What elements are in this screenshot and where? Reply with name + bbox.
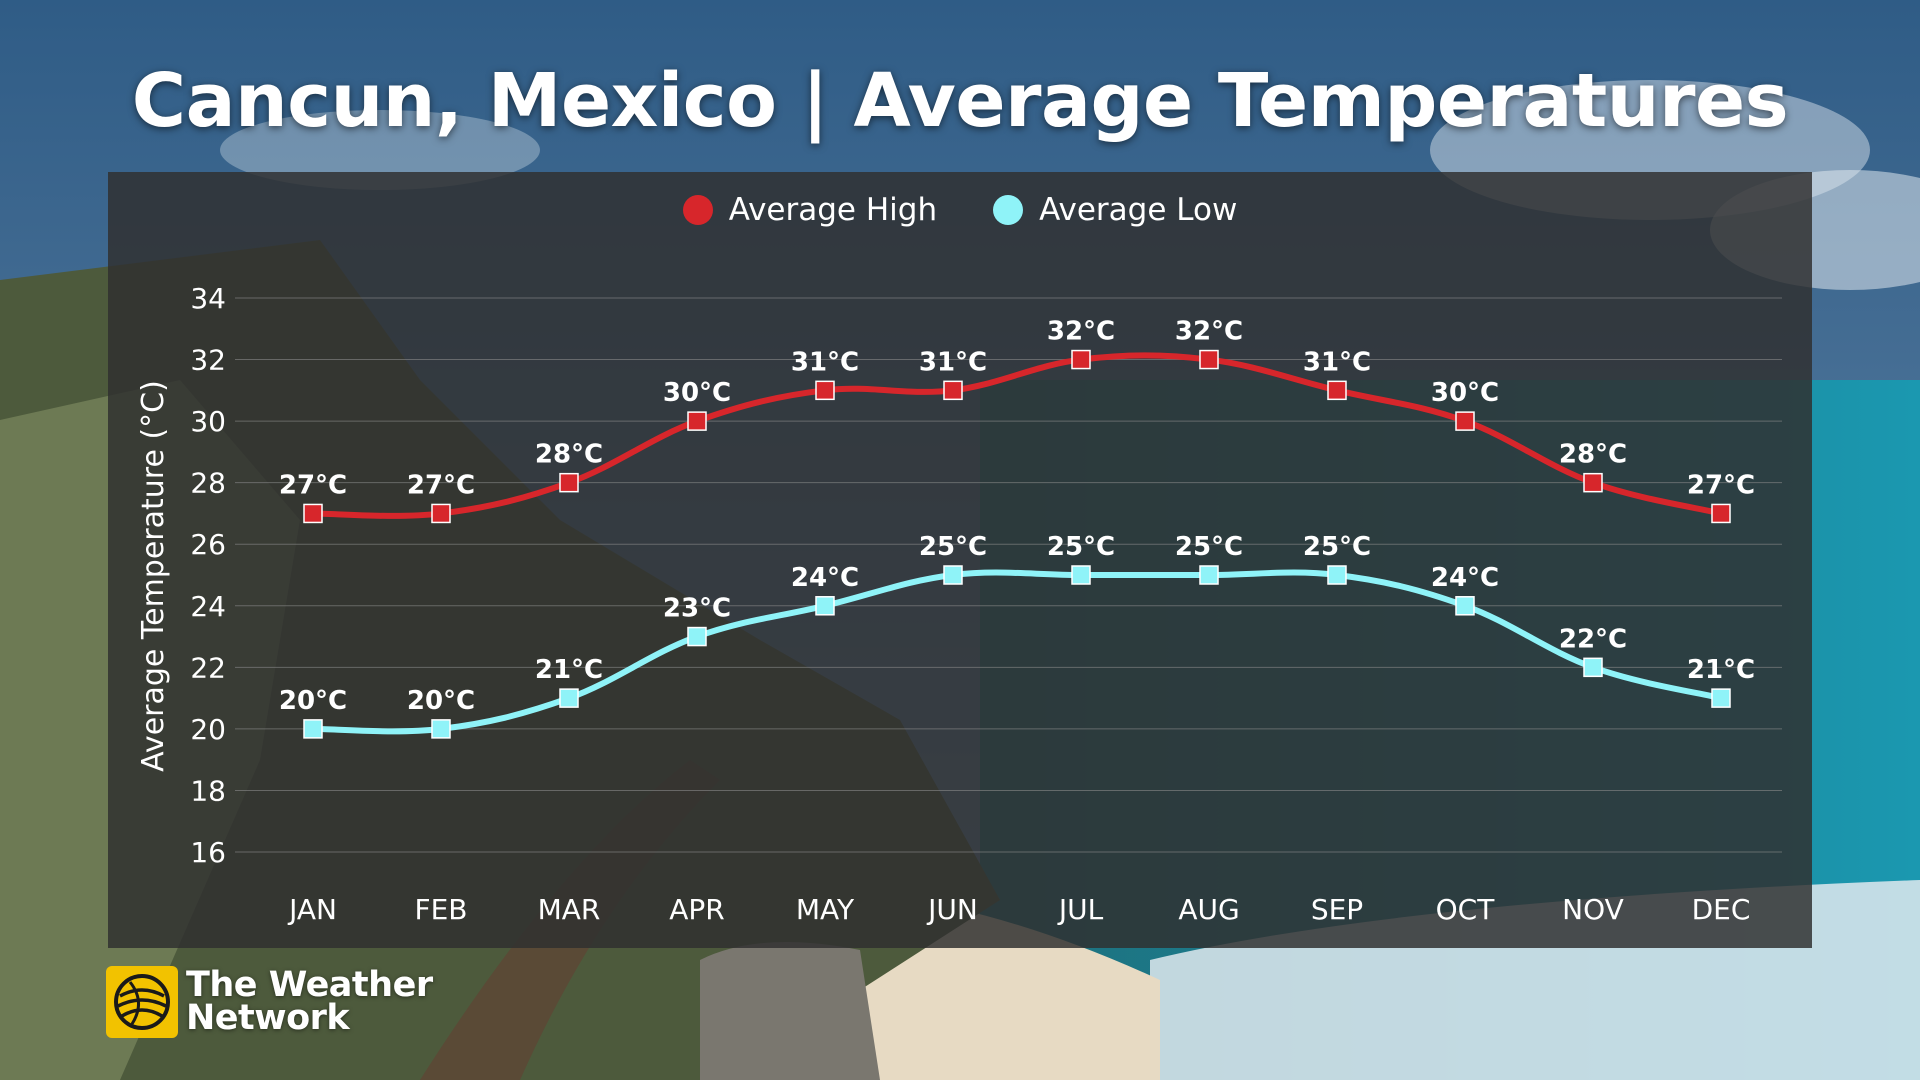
- brand-name: The Weather Network: [186, 965, 433, 1038]
- data-point-high: [1583, 472, 1603, 493]
- x-tick-label: AUG: [1178, 893, 1239, 926]
- data-point-low: [1071, 565, 1091, 585]
- data-label-low: 24°C: [1431, 563, 1499, 593]
- y-tick-label: 16: [190, 836, 226, 869]
- data-label-low: 21°C: [535, 655, 603, 685]
- series-line-high: [310, 352, 1724, 519]
- data-label-low: 20°C: [407, 686, 475, 716]
- y-tick-label: 18: [190, 774, 226, 807]
- data-label-low: 20°C: [279, 686, 347, 716]
- y-tick-label: 22: [190, 651, 226, 684]
- y-tick-label: 20: [190, 713, 226, 746]
- legend-low-swatch: [993, 195, 1024, 225]
- y-tick-label: 30: [190, 405, 226, 438]
- data-point-low: [943, 565, 963, 585]
- data-label-low: 25°C: [919, 532, 987, 562]
- data-label-high: 30°C: [1431, 378, 1499, 408]
- data-point-low: [1711, 688, 1731, 708]
- series-line-low: [310, 569, 1724, 735]
- data-label-low: 25°C: [1175, 532, 1243, 562]
- data-point-low: [303, 719, 323, 739]
- data-point-high: [1199, 349, 1219, 370]
- y-tick-label: 26: [190, 528, 226, 561]
- data-label-high: 32°C: [1175, 317, 1243, 347]
- chart-panel: [108, 172, 1812, 948]
- brand-line-1: The Weather: [186, 965, 433, 1005]
- x-tick-label: SEP: [1311, 893, 1363, 926]
- data-point-high: [303, 503, 323, 524]
- data-point-high: [815, 380, 835, 401]
- data-label-high: 27°C: [407, 470, 475, 500]
- legend-item-low: Average Low: [993, 192, 1237, 228]
- data-label-low: 25°C: [1047, 532, 1115, 562]
- data-label-low: 22°C: [1559, 624, 1627, 654]
- data-label-low: 23°C: [663, 594, 731, 624]
- legend-item-high: Average High: [682, 192, 938, 228]
- data-point-low: [1199, 565, 1219, 585]
- data-label-low: 21°C: [1687, 655, 1755, 685]
- data-point-high: [1711, 503, 1731, 524]
- data-label-high: 28°C: [535, 440, 603, 470]
- data-label-high: 27°C: [1687, 470, 1755, 500]
- data-label-high: 31°C: [1303, 347, 1371, 377]
- y-tick-label: 32: [190, 344, 226, 377]
- x-tick-label: JAN: [287, 893, 337, 926]
- weather-network-logo-icon: [106, 966, 178, 1038]
- x-tick-label: DEC: [1692, 893, 1751, 926]
- y-tick-label: 24: [190, 590, 226, 623]
- brand-logo: The Weather Network: [106, 966, 433, 1038]
- data-point-low: [1583, 657, 1603, 678]
- data-point-low: [687, 626, 707, 647]
- data-point-high: [687, 411, 707, 431]
- legend-high-label: Average High: [728, 192, 938, 228]
- data-label-high: 30°C: [663, 378, 731, 408]
- data-point-high: [559, 472, 579, 493]
- legend-high-swatch: [682, 195, 713, 225]
- data-label-high: 32°C: [1047, 317, 1115, 347]
- x-tick-label: FEB: [414, 893, 467, 926]
- data-point-high: [1455, 411, 1475, 431]
- data-point-low: [431, 719, 451, 739]
- x-tick-label: APR: [669, 893, 725, 926]
- data-label-high: 31°C: [791, 347, 859, 377]
- data-point-high: [1327, 380, 1347, 401]
- x-tick-label: OCT: [1436, 893, 1496, 926]
- data-point-low: [815, 596, 835, 616]
- data-point-high: [431, 503, 451, 524]
- chart-title: Cancun, Mexico | Average Temperatures: [131, 58, 1789, 144]
- data-point-low: [1327, 565, 1347, 585]
- data-label-low: 25°C: [1303, 532, 1371, 562]
- data-label-low: 24°C: [791, 563, 859, 593]
- brand-line-2: Network: [186, 998, 350, 1038]
- y-tick-label: 34: [190, 282, 226, 315]
- y-tick-label: 28: [190, 467, 226, 500]
- x-tick-label: JUL: [1057, 893, 1104, 926]
- x-tick-label: NOV: [1562, 893, 1624, 926]
- legend-low-label: Average Low: [1039, 192, 1238, 228]
- data-point-low: [1455, 596, 1475, 616]
- data-point-high: [1071, 349, 1091, 370]
- x-tick-label: MAY: [796, 893, 855, 926]
- x-tick-label: MAR: [538, 893, 601, 926]
- data-label-high: 28°C: [1559, 440, 1627, 470]
- data-label-high: 27°C: [279, 470, 347, 500]
- data-point-high: [943, 380, 963, 401]
- chart-legend: Average High Average Low: [0, 192, 1920, 228]
- data-label-high: 31°C: [919, 347, 987, 377]
- x-tick-label: JUN: [926, 893, 978, 926]
- y-axis-label: Average Temperature (°C): [136, 380, 171, 772]
- data-point-low: [559, 688, 579, 708]
